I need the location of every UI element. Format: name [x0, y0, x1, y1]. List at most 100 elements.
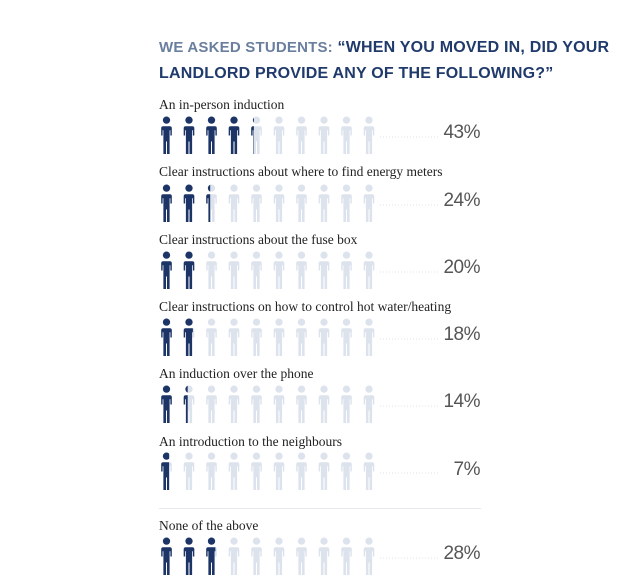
- person-icon: [318, 452, 330, 490]
- person-icon: [228, 184, 240, 222]
- person-icon: [206, 537, 217, 575]
- person-icon-fill: [206, 537, 216, 575]
- person-icon-fill: [161, 318, 172, 356]
- person-icon: [183, 385, 195, 423]
- person-icon: [251, 537, 262, 575]
- person-icon: [318, 251, 330, 289]
- percent-label: 18%: [443, 324, 480, 345]
- person-icon: [161, 318, 172, 356]
- person-icon: [296, 318, 307, 356]
- person-icon: [296, 385, 307, 423]
- pictogram-row: [161, 318, 440, 356]
- person-icon: [251, 385, 262, 423]
- row-label: Clear instructions about where to find e…: [159, 164, 443, 179]
- person-icon: [296, 251, 307, 289]
- person-icon: [273, 537, 285, 575]
- title-lead: WE ASKED STUDENTS:: [159, 39, 333, 56]
- person-icon: [296, 184, 307, 222]
- person-icon: [228, 318, 240, 356]
- person-icon-fill: [183, 116, 195, 154]
- person-icon: [251, 184, 262, 222]
- person-icon: [318, 537, 330, 575]
- person-icon: [228, 116, 240, 154]
- person-icon: [183, 251, 195, 289]
- person-icon: [363, 385, 375, 423]
- person-icon: [161, 385, 172, 423]
- row-label: Clear instructions about the fuse box: [159, 232, 358, 247]
- person-icon: [273, 251, 285, 289]
- person-icon: [341, 385, 352, 423]
- person-icon-fill: [161, 251, 172, 289]
- person-icon: [341, 537, 352, 575]
- person-icon: [161, 537, 172, 575]
- person-icon: [183, 537, 195, 575]
- row-label: An introduction to the neighbours: [159, 434, 342, 449]
- person-icon: [228, 452, 240, 490]
- person-icon-fill: [251, 117, 254, 154]
- person-icon: [228, 251, 240, 289]
- person-icon: [318, 184, 330, 222]
- person-icon: [363, 251, 375, 289]
- person-icon: [161, 116, 172, 154]
- person-icon: [183, 184, 195, 222]
- person-icon: [363, 452, 375, 490]
- person-icon: [296, 116, 307, 154]
- person-icon-fill: [161, 537, 172, 575]
- row-label: Clear instructions on how to control hot…: [159, 299, 452, 314]
- section-divider: [159, 508, 481, 509]
- percent-label: 28%: [443, 543, 480, 564]
- person-icon-fill: [183, 537, 195, 575]
- person-icon-fill: [183, 184, 195, 222]
- person-icon-fill: [183, 385, 188, 423]
- person-icon: [363, 116, 375, 154]
- chart-title-line-2: LANDLORD PROVIDE ANY OF THE FOLLOWING?”: [159, 65, 554, 82]
- person-icon-fill: [183, 251, 195, 289]
- person-icon: [296, 452, 307, 490]
- person-icon: [161, 452, 172, 490]
- person-icon-fill: [161, 184, 172, 222]
- chart-title-line-1: WE ASKED STUDENTS: “WHEN YOU MOVED IN, D…: [159, 39, 609, 57]
- person-icon: [183, 116, 195, 154]
- person-icon: [318, 318, 330, 356]
- person-icon-fill: [161, 385, 172, 423]
- person-icon: [273, 116, 285, 154]
- person-icon: [341, 116, 352, 154]
- person-icon-fill: [161, 116, 172, 154]
- person-icon: [206, 116, 217, 154]
- pictogram-row: [161, 116, 440, 154]
- person-icon: [318, 385, 330, 423]
- pictogram-row: [161, 385, 440, 423]
- person-icon-fill: [183, 318, 193, 356]
- pictogram-row: [161, 251, 440, 289]
- person-icon: [206, 184, 217, 222]
- row-label: None of the above: [159, 518, 259, 533]
- person-icon-fill: [161, 452, 170, 490]
- person-icon: [318, 116, 330, 154]
- percent-label: 24%: [443, 190, 480, 211]
- pictogram-row: [161, 537, 440, 575]
- pictogram-row: [161, 452, 440, 490]
- person-icon: [206, 251, 217, 289]
- percent-label: 20%: [443, 257, 480, 278]
- person-icon: [161, 251, 172, 289]
- person-icon: [183, 318, 195, 356]
- person-icon: [296, 537, 307, 575]
- person-icon: [228, 537, 240, 575]
- person-icon: [251, 251, 262, 289]
- percent-label: 7%: [453, 459, 481, 480]
- person-icon: [251, 318, 262, 356]
- person-icon: [228, 385, 240, 423]
- person-icon: [161, 184, 172, 222]
- person-icon: [273, 385, 285, 423]
- person-icon: [273, 318, 285, 356]
- person-icon: [206, 385, 217, 423]
- person-icon: [206, 452, 217, 490]
- percent-label: 14%: [443, 391, 480, 412]
- person-icon: [183, 452, 195, 490]
- pictogram-row: [161, 184, 440, 222]
- person-icon: [251, 116, 262, 154]
- person-icon-fill: [206, 184, 211, 222]
- person-icon: [273, 184, 285, 222]
- person-icon: [363, 318, 375, 356]
